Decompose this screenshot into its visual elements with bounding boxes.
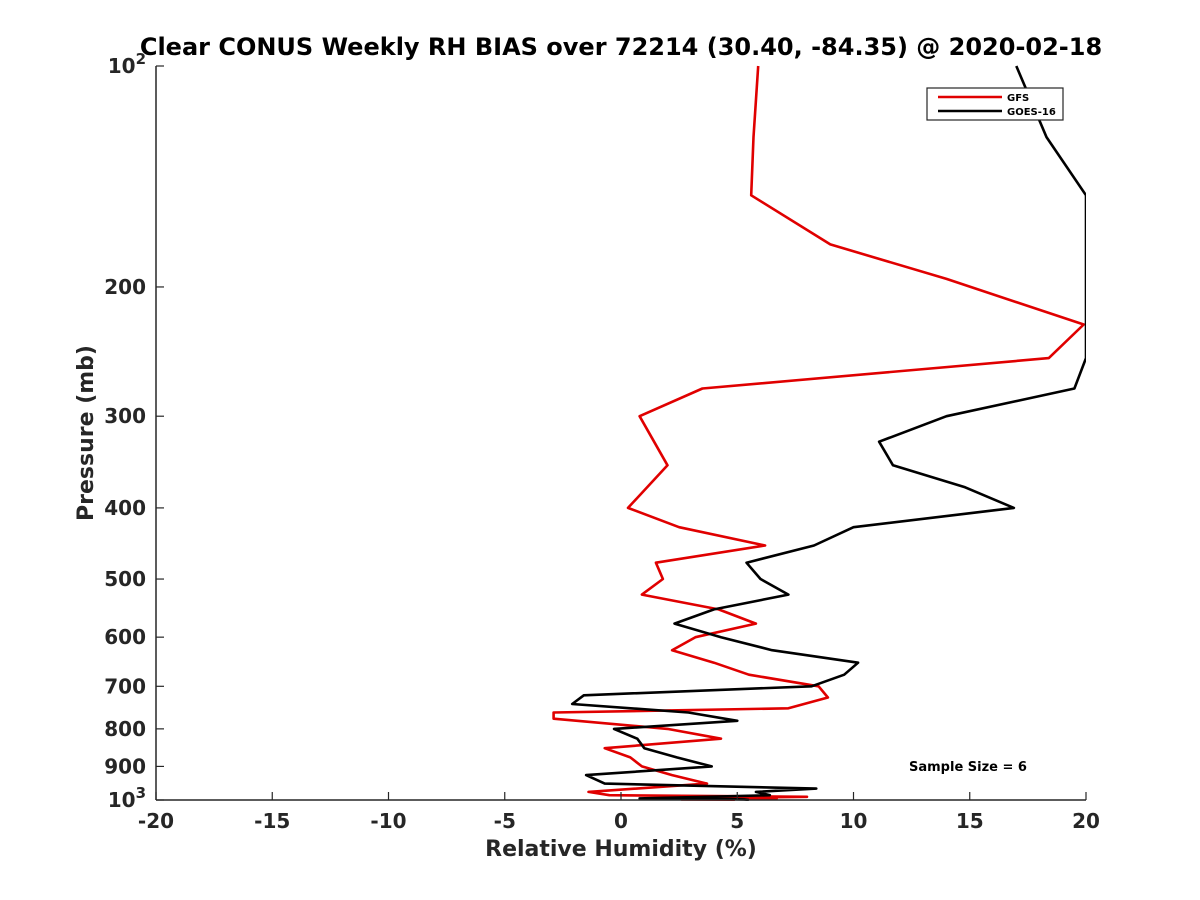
legend-label-gfs: GFS (1007, 93, 1029, 104)
y-tick-label: 600 (104, 625, 146, 649)
x-axis-label: Relative Humidity (%) (485, 837, 757, 862)
x-tick-label: -10 (370, 809, 406, 833)
x-tick-label: 15 (956, 809, 984, 833)
sample-size-annotation: Sample Size = 6 (909, 760, 1027, 775)
x-tick-label: 5 (730, 809, 744, 833)
y-tick-label: 900 (104, 754, 146, 778)
legend-label-goes16: GOES-16 (1007, 107, 1056, 118)
series-line-gfs (552, 65, 1085, 801)
y-tick-label: 700 (104, 674, 146, 698)
series-layer (552, 65, 1086, 801)
y-tick-label: 103 (108, 784, 146, 812)
y-tick-label: 102 (108, 50, 146, 78)
y-tick-label: 500 (104, 567, 146, 591)
y-axis-label: Pressure (mb) (74, 345, 99, 521)
x-tick-label: 0 (614, 809, 628, 833)
series-line-goes16 (570, 65, 1086, 801)
legend: GFS GOES-16 (926, 87, 1064, 121)
y-tick-label: 400 (104, 496, 146, 520)
y-axis-ticks: 102 200 300 400 500 600 700 800 900 103 (104, 50, 164, 812)
x-tick-label: 10 (840, 809, 868, 833)
x-tick-label: -20 (138, 809, 174, 833)
legend-box (926, 87, 1064, 121)
x-tick-label: -5 (494, 809, 516, 833)
y-tick-label: 300 (104, 404, 146, 428)
y-tick-label: 800 (104, 717, 146, 741)
y-tick-label: 200 (104, 275, 146, 299)
chart-title: Clear CONUS Weekly RH BIAS over 72214 (3… (140, 33, 1102, 61)
x-tick-label: 20 (1072, 809, 1100, 833)
x-tick-label: -15 (254, 809, 290, 833)
x-axis-ticks: -20 -15 -10 -5 0 5 10 15 20 (138, 792, 1100, 833)
